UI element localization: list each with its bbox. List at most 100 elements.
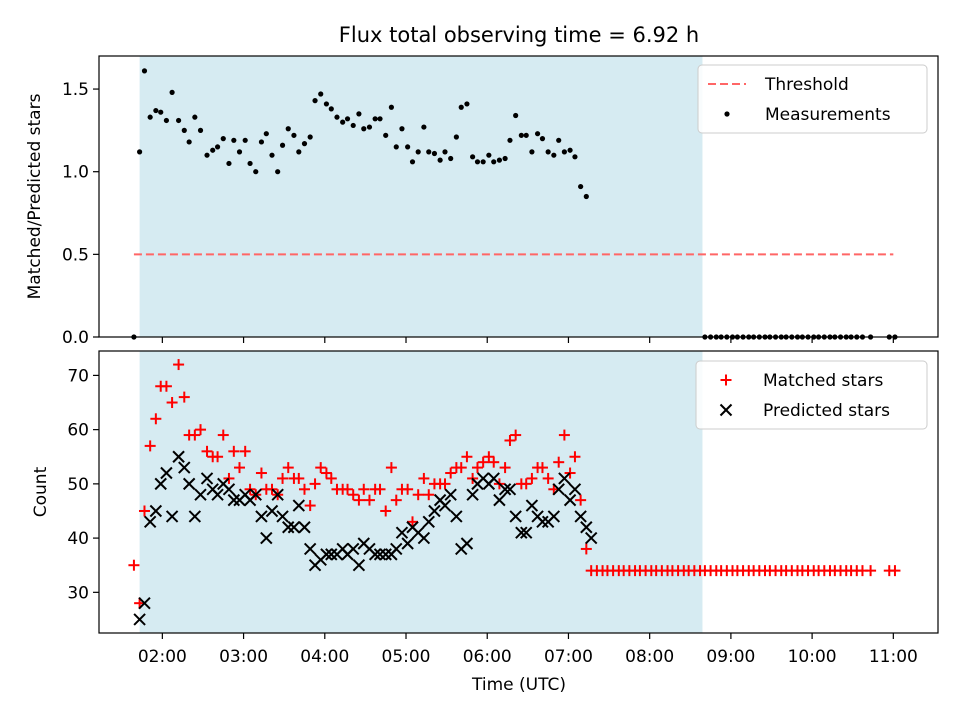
- measurement-point-47: [388, 104, 394, 110]
- predicted-star-point-4: [154, 477, 167, 491]
- counts-y-axis-label: Count: [31, 466, 51, 517]
- counts-legend: Matched stars Predicted stars: [695, 360, 928, 430]
- matched-star-point-54: [423, 489, 435, 501]
- legend-measurements-label: Measurements: [765, 105, 891, 125]
- matched-star-point-0: [128, 559, 140, 571]
- matched-star-point-45: [374, 483, 386, 495]
- predicted-star-point-65: [487, 472, 500, 485]
- predicted-star-point-2: [143, 515, 157, 529]
- matched-star-point-82: [575, 494, 587, 506]
- matched-star-point-8: [173, 359, 185, 371]
- matched-star-point-36: [325, 472, 337, 484]
- counts-axes-frame: [98, 350, 939, 634]
- legend-x-marker: [719, 403, 733, 417]
- ratio-legend: Threshold Measurements: [697, 64, 928, 134]
- matched-star-point-11: [189, 429, 201, 441]
- measurement-point-4: [153, 107, 159, 114]
- matched-star-point-33: [309, 478, 321, 490]
- measurement-point-19: [236, 149, 243, 155]
- predicted-star-point-8: [178, 461, 191, 474]
- measurement-point-10: [186, 139, 192, 145]
- measurement-point-51: [409, 159, 416, 165]
- predicted-star-point-30: [298, 521, 311, 534]
- matched-star-point-72: [520, 478, 532, 490]
- measurement-point-53: [421, 124, 427, 130]
- predicted-star-point-12: [200, 472, 214, 485]
- matched-star-point-27: [277, 472, 289, 484]
- predicted-star-point-23: [260, 531, 273, 545]
- predicted-star-point-44: [373, 548, 387, 561]
- predicted-star-point-53: [422, 515, 435, 529]
- measurement-point-18: [231, 137, 237, 143]
- measurement-point-5: [158, 109, 164, 115]
- measurement-point-30: [296, 149, 302, 155]
- predicted-star-point-45: [379, 548, 392, 561]
- observing-window-shade-bottom: [139, 351, 703, 633]
- predicted-star-point-7: [172, 450, 185, 463]
- measurement-point-29: [291, 132, 297, 138]
- predicted-star-point-61: [466, 488, 479, 501]
- matched-star-point-19: [234, 462, 246, 474]
- measurement-point-54: [426, 149, 432, 155]
- legend-predicted-swatch: [719, 403, 733, 417]
- matched-star-point-68: [499, 462, 511, 474]
- measurement-point-24: [263, 131, 269, 137]
- measurement-point-45: [377, 116, 383, 122]
- predicted-star-point-11: [194, 488, 207, 501]
- measurement-point-73: [529, 149, 535, 155]
- x-tick-label-8: 10:00: [788, 647, 837, 667]
- legend-measurements-swatch: [724, 111, 730, 117]
- matched-star-point-18: [228, 445, 240, 457]
- matched-star-point-39: [342, 483, 354, 495]
- predicted-star-point-40: [352, 559, 366, 572]
- predicted-star-point-24: [265, 504, 279, 518]
- x-axis-label: Time (UTC): [471, 675, 566, 695]
- measurement-point-21: [247, 160, 253, 167]
- measurement-point-26: [275, 169, 281, 175]
- x-tick-label-4: 06:00: [463, 647, 512, 667]
- predicted-star-point-31: [303, 542, 317, 556]
- matched-star-point-48: [390, 494, 402, 506]
- measurement-point-48: [393, 144, 399, 150]
- measurement-point-40: [350, 122, 356, 129]
- matched-star-point-137: [889, 565, 901, 577]
- legend-plus-marker: [720, 374, 732, 386]
- predicted-star-point-54: [428, 504, 441, 518]
- matched-star-point-83: [580, 543, 592, 555]
- measurement-point-67: [496, 157, 503, 163]
- counts-y-tick-label-1: 40: [67, 529, 89, 549]
- predicted-star-point-25: [271, 488, 284, 501]
- matched-star-point-47: [385, 462, 397, 474]
- matched-star-point-66: [488, 456, 500, 468]
- matched-star-point-41: [353, 494, 365, 506]
- predicted-star-point-21: [249, 488, 262, 501]
- x-tick-label-2: 04:00: [300, 647, 349, 667]
- measurement-point-9: [181, 127, 187, 133]
- predicted-star-point-3: [149, 504, 163, 518]
- measurement-point-78: [556, 137, 562, 143]
- predicted-star-point-10: [188, 510, 202, 523]
- matched-star-point-65: [483, 451, 495, 463]
- x-tick-label-0: 02:00: [138, 647, 187, 667]
- measurement-point-59: [453, 134, 459, 140]
- measurement-point-13: [204, 152, 210, 158]
- predicted-star-point-56: [438, 499, 452, 512]
- measurement-point-31: [301, 141, 308, 147]
- predicted-star-point-49: [401, 537, 414, 550]
- measurement-point-50: [405, 144, 411, 150]
- measurement-point-75: [539, 136, 546, 142]
- predicted-star-point-58: [450, 510, 463, 523]
- ratio-y-tick-label-3: 1.5: [62, 80, 89, 100]
- measurement-point-58: [448, 155, 454, 162]
- measurement-point-44: [372, 116, 378, 122]
- predicted-star-point-28: [287, 521, 301, 534]
- matched-star-point-58: [445, 467, 457, 479]
- counts-y-ticks: 30 40 50 60 70: [67, 366, 99, 603]
- matched-star-point-32: [304, 500, 316, 512]
- matched-star-point-12: [195, 424, 207, 436]
- predicted-star-point-72: [525, 499, 539, 512]
- ratio-panel: 0.0 0.5 1.0 1.5 Matched/Predicted stars Thr…: [25, 55, 939, 348]
- matched-star-point-135: [865, 565, 877, 577]
- predicted-star-point-74: [536, 515, 549, 529]
- predicted-star-point-66: [493, 493, 506, 507]
